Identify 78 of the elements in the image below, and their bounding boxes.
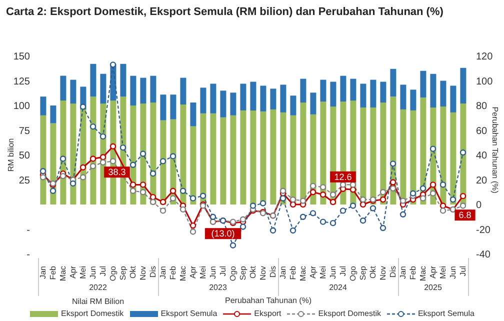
- x-tick-label: Apr: [428, 266, 438, 278]
- x-tick-label: Apr: [188, 266, 198, 278]
- x-tick-label: Jan: [278, 266, 288, 279]
- legend-label: Eksport Semula: [160, 309, 218, 318]
- text: 2023: [208, 283, 228, 292]
- x-tick-label: Mei: [438, 266, 448, 279]
- x-tick-label: Ogo: [108, 265, 118, 282]
- y-axis-title: RM bilion: [6, 138, 16, 172]
- legend-label: Eksport: [253, 309, 282, 318]
- x-tick-label: Mac: [178, 266, 188, 282]
- data-label: 12.6: [334, 172, 352, 182]
- x-tick-label: Dis: [148, 266, 158, 278]
- x-tick-label: Nov: [258, 266, 268, 280]
- x-tick-label: Jun: [328, 266, 338, 279]
- x-tick-label: Jun: [448, 266, 458, 279]
- data-label: (13.0): [211, 228, 235, 239]
- y-tick-label: 100: [13, 101, 30, 112]
- y2-tick-label: 40: [476, 150, 488, 162]
- legend-label: Eksport Domestik: [60, 309, 124, 318]
- x-tick-label: Jul: [338, 266, 348, 276]
- x-tick-label: Okt: [368, 265, 378, 278]
- x-tick-label: Apr: [308, 266, 318, 278]
- y2-axis-title: Perubahan Tahunan (%): [490, 106, 500, 194]
- y2-tick-label: 0: [476, 200, 482, 212]
- x-tick-label: Dis: [268, 266, 278, 278]
- x-tick-label: Jun: [88, 266, 98, 279]
- y-tick-label: 25: [18, 175, 30, 186]
- text: 2022: [88, 283, 108, 292]
- text: 2025: [423, 283, 443, 292]
- text: Perubahan Tahunan (%): [225, 296, 312, 305]
- y-tick-label: 125: [13, 76, 30, 88]
- x-tick-label: Feb: [408, 265, 418, 280]
- y2-tick-label: 120: [476, 52, 494, 63]
- x-tick-label: Dis: [388, 266, 398, 278]
- x-tick-label: Jun: [208, 266, 218, 279]
- x-tick-label: Jul: [98, 266, 108, 276]
- x-tick-label: Nov: [138, 266, 148, 280]
- y2-tick-label: 100: [476, 76, 494, 88]
- x-tick-label: Mac: [298, 266, 308, 282]
- y-tick-label: 75: [18, 126, 30, 137]
- x-tick-label: Mac: [58, 266, 68, 282]
- y-tick-label: -: [26, 250, 30, 261]
- data-label: 38.3: [108, 167, 126, 178]
- x-tick-label: Sep: [358, 265, 368, 280]
- x-tick-label: Jan: [38, 266, 48, 279]
- text: Nilai RM Bilion: [72, 297, 124, 306]
- x-tick-label: Ogo: [228, 265, 238, 282]
- legend-label: Eksport Semula: [416, 309, 474, 318]
- y2-tick-label: 20: [476, 175, 488, 186]
- x-tick-label: Ogo: [348, 265, 358, 282]
- x-tick-label: Mei: [78, 266, 88, 279]
- chart-title: Carta 2: Eksport Domestik, Eksport Semula (RM bilion) dan Perubahan Tahunan (%): [6, 6, 444, 18]
- x-tick-label: Okt: [248, 265, 258, 278]
- x-tick-label: Sep: [118, 265, 128, 280]
- x-tick-label: Jul: [458, 266, 468, 276]
- x-tick-label: Jan: [158, 266, 168, 279]
- x-tick-label: Mei: [198, 266, 208, 279]
- x-tick-label: Jan: [398, 266, 408, 279]
- x-tick-label: Feb: [288, 265, 298, 280]
- x-tick-label: Okt: [128, 265, 138, 278]
- x-tick-label: Feb: [168, 265, 178, 280]
- x-tick-label: Mac: [418, 266, 428, 282]
- y-tick-label: -: [26, 224, 30, 236]
- y-tick-label: 50: [18, 150, 30, 162]
- y-tick-label: 150: [13, 52, 30, 63]
- y2-tick-label: 60: [476, 126, 488, 137]
- x-tick-label: Apr: [68, 266, 78, 278]
- x-tick-label: Nov: [378, 266, 388, 280]
- y2-tick-label: -20: [476, 224, 491, 236]
- data-label: 6.8: [458, 210, 472, 220]
- text: 2024: [328, 283, 348, 292]
- y2-tick-label: -40: [476, 250, 491, 261]
- x-tick-label: Feb: [48, 265, 58, 280]
- x-tick-label: Mei: [318, 266, 328, 279]
- y2-tick-label: 80: [476, 101, 488, 112]
- legend-label: Eksport Domestik: [317, 309, 381, 318]
- x-tick-label: Sep: [238, 265, 248, 280]
- x-tick-label: Jul: [218, 266, 228, 276]
